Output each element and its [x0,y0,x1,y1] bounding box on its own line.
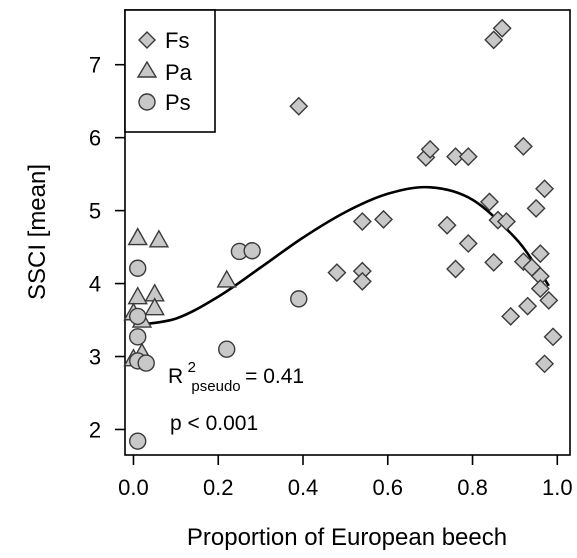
point-fs-diamond [327,263,347,283]
point-fs-diamond [458,147,478,167]
point-ps-circle [129,259,147,277]
point-ps-circle [129,328,147,346]
legend-box [124,9,216,133]
legend-label-fs: Fs [165,28,189,53]
legend-label-ps: Ps [165,90,191,115]
legend-triangle-icon [136,60,158,78]
point-fs-diamond [530,279,550,299]
y-axis-title: SSCI [mean] [24,164,51,300]
point-fs-diamond [479,192,499,212]
x-tick-label: 0.8 [457,475,488,500]
point-fs-diamond [501,306,521,326]
point-fs-diamond [492,18,512,38]
point-fs-diamond [484,30,504,50]
point-fs-diamond [289,96,309,116]
fit-annotation: R 2 pseudo = 0.41 p < 0.001 [168,359,304,435]
point-fs-diamond [420,139,440,159]
x-axis: 0.0 0.2 0.4 0.6 0.8 1.0 [118,455,573,500]
point-fs-diamond [374,209,394,229]
x-tick-label: 0.0 [118,475,149,500]
point-fs-diamond [352,212,372,232]
point-pa-triangle [148,229,170,248]
y-tick-label: 6 [89,126,101,151]
point-pa-triangle [144,297,165,316]
point-fs-diamond [526,198,546,218]
legend-label-pa: Pa [165,60,193,85]
x-tick-label: 0.6 [372,475,403,500]
y-tick-label: 4 [89,272,101,297]
x-tick-label: 0.2 [203,475,234,500]
plot-frame [124,9,571,456]
point-pa-triangle [127,227,148,246]
y-tick-label: 2 [89,417,101,442]
point-ps-circle [218,340,236,358]
points-layer [123,18,563,450]
point-fs-diamond [543,327,563,347]
fit-curve [133,185,550,327]
fit-curve-layer [133,185,550,327]
y-tick-label: 3 [89,345,101,370]
p-value-annotation: p < 0.001 [170,412,258,435]
x-axis-title: Proportion of European beech [187,524,507,551]
point-fs-diamond [437,215,457,235]
point-ps-circle [129,307,147,326]
y-tick-label: 7 [89,53,101,78]
point-fs-diamond [352,271,372,291]
x-tick-label: 0.4 [288,475,319,500]
point-fs-diamond [458,233,478,253]
legend-circle-icon [138,93,156,111]
point-fs-diamond [496,212,516,232]
legend: Fs Pa Ps [124,9,216,133]
point-fs-diamond [446,259,466,279]
point-fs-diamond [518,296,538,316]
point-fs-diamond [530,244,550,264]
point-ps-circle [137,354,155,372]
x-tick-label: 1.0 [542,475,573,500]
point-fs-diamond [535,179,555,199]
r2-annotation: R 2 pseudo = 0.41 [168,359,304,395]
point-ps-circle [129,432,147,450]
point-fs-diamond [484,252,504,272]
point-pa-triangle [127,286,148,305]
legend-diamond-icon [138,31,156,49]
point-fs-diamond [535,354,555,374]
point-fs-diamond [513,136,533,156]
y-tick-label: 5 [89,199,101,224]
y-axis: 2 3 4 5 6 7 [89,53,125,442]
point-fs-diamond [446,147,466,167]
point-ps-circle [243,242,261,260]
point-pa-triangle [216,269,237,288]
point-ps-circle [290,290,308,308]
point-fs-diamond [539,290,559,310]
